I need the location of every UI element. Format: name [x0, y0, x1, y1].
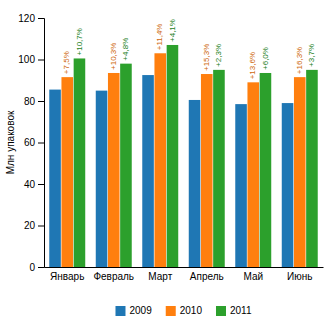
legend-item: 2009	[115, 305, 152, 316]
tick-label: Апрель	[190, 271, 224, 282]
annotation: +15,3%	[202, 44, 211, 71]
chart: 0 20 40 60 80 100 120 Январь Февраль Март Апрель Ма…	[0, 0, 331, 325]
tick-label: 80	[24, 96, 36, 107]
bar	[74, 58, 86, 267]
bar	[96, 91, 108, 267]
bar	[142, 75, 154, 267]
legend-swatch	[166, 306, 176, 316]
bar	[247, 82, 259, 267]
annotation: +4,8%	[121, 38, 130, 61]
tick-label: 0	[29, 262, 35, 273]
bar-series	[61, 53, 305, 267]
tick-label: 60	[24, 137, 36, 148]
tick: Март	[148, 271, 172, 282]
bar	[189, 100, 201, 267]
legend-item: 2011	[216, 305, 252, 316]
tick: Февраль	[93, 271, 134, 282]
tick: Январь	[50, 271, 84, 282]
annotation: +7,5%	[62, 51, 71, 74]
tick: 80	[24, 96, 44, 107]
bar	[201, 74, 213, 267]
annotation: +10,3%	[109, 43, 118, 70]
tick: 20	[24, 220, 44, 231]
tick: 60	[24, 137, 44, 148]
bar	[282, 103, 294, 267]
bar	[235, 104, 247, 267]
tick-label: 20	[24, 220, 36, 231]
tick: Май	[243, 271, 263, 282]
bar	[213, 70, 225, 267]
tick-mark	[38, 60, 44, 61]
legend: 2009 2010 2011	[115, 305, 251, 316]
annotation: +3,7%	[307, 44, 316, 67]
chart-container: 0 20 40 60 80 100 120 Январь Февраль Март Апрель Ма…	[0, 0, 331, 325]
y-axis: 0 20 40 60 80 100 120	[18, 13, 44, 273]
tick-label: 100	[18, 54, 35, 65]
annotation: +6,0%	[261, 47, 270, 70]
bar	[306, 70, 318, 267]
annotations: +7,5% +10,3% +11,4% +15,3% +13,6% +16,3% +10,7…	[62, 19, 316, 79]
tick-mark	[38, 267, 44, 268]
annotation: +16,3%	[295, 47, 304, 74]
annotation: +2,3%	[214, 44, 223, 67]
annotation: +13,6%	[248, 52, 257, 79]
bar	[61, 77, 73, 267]
annotation: +11,4%	[155, 24, 164, 51]
tick-label: Январь	[50, 271, 84, 282]
bars	[49, 45, 317, 267]
axis-line	[38, 19, 45, 268]
legend-label: 2009	[129, 305, 152, 316]
bar	[167, 45, 179, 267]
bar	[49, 90, 61, 267]
tick-mark	[38, 143, 44, 144]
tick-mark	[38, 18, 44, 19]
tick-mark	[38, 101, 44, 102]
tick-label: Февраль	[93, 271, 134, 282]
legend-label: 2011	[230, 305, 252, 316]
tick: 100	[18, 54, 44, 65]
tick-label: 120	[18, 13, 35, 24]
tick-mark	[38, 226, 44, 227]
bar	[260, 73, 272, 267]
annotation: +4,1%	[168, 19, 177, 42]
legend-item: 2010	[166, 305, 203, 316]
y-axis-title: Млн упаковок	[5, 110, 16, 174]
bar	[120, 64, 132, 267]
bar-series	[74, 45, 318, 267]
tick: 40	[24, 179, 44, 190]
x-axis: Январь Февраль Март Апрель Май Июнь	[45, 268, 324, 283]
axis-line	[45, 267, 324, 268]
tick: 0	[29, 262, 44, 273]
tick: 120	[18, 13, 44, 24]
tick-mark	[38, 184, 44, 185]
bar	[108, 73, 120, 267]
tick-label: Июнь	[287, 271, 312, 282]
plot: 0 20 40 60 80 100 120 Январь Февраль Март Апрель Ма…	[18, 13, 323, 282]
tick: Июнь	[287, 271, 312, 282]
tick-label: 40	[24, 179, 36, 190]
bar	[294, 77, 306, 267]
bar	[154, 53, 166, 267]
tick-label: Март	[148, 271, 172, 282]
legend-swatch	[115, 306, 125, 316]
tick-label: Май	[243, 271, 263, 282]
legend-swatch	[216, 306, 226, 316]
tick: Апрель	[190, 271, 224, 282]
legend-label: 2010	[180, 305, 203, 316]
annotation: +10,7%	[75, 28, 84, 55]
